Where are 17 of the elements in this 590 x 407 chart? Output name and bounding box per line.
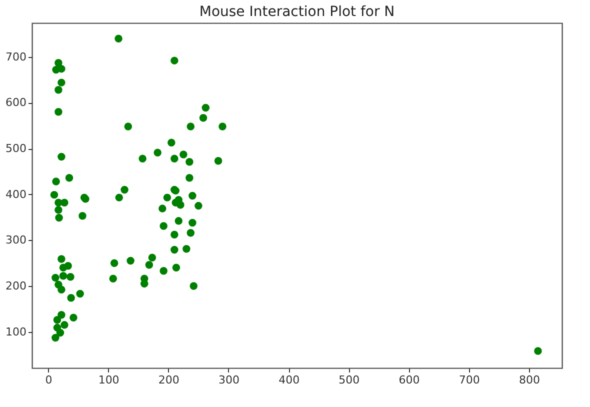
x-tick-label: 100 xyxy=(98,374,120,386)
y-tick-label: 600 xyxy=(6,96,26,110)
y-tick-label: 500 xyxy=(6,142,26,156)
chart-title: Mouse Interaction Plot for N xyxy=(199,4,395,20)
x-tick-label: 0 xyxy=(45,374,52,386)
x-tick-label: 300 xyxy=(218,374,240,386)
y-tick-label: 400 xyxy=(6,188,26,201)
x-tick-label: 500 xyxy=(338,374,360,386)
x-tick-label: 200 xyxy=(158,374,180,386)
y-tick-label: 300 xyxy=(6,234,26,247)
y-tick-label: 100 xyxy=(6,325,26,338)
x-tick-label: 800 xyxy=(518,374,540,386)
y-tick-label: 200 xyxy=(6,279,26,292)
x-tick-label: 700 xyxy=(458,374,480,386)
x-tick-label: 400 xyxy=(278,374,300,386)
y-tick-label: 700 xyxy=(6,50,26,64)
x-tick-label: 600 xyxy=(398,374,420,386)
